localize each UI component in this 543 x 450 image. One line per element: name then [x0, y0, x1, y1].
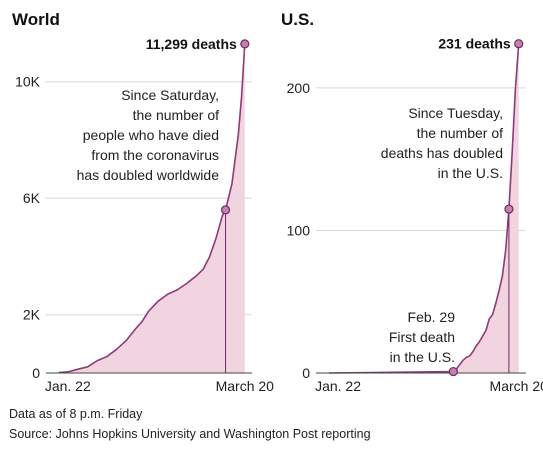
- annotation-line: from the coronavirus: [91, 147, 219, 163]
- annotation-line: people who have died: [83, 127, 219, 143]
- annotation-line: the number of: [417, 125, 503, 141]
- y-tick-label: 0: [32, 365, 40, 381]
- data-marker: [448, 366, 458, 377]
- charts-figure: World 0 2K 6K 10K Jan. 22 March 20 11,299 death…: [12, 10, 543, 394]
- data-marker: [220, 205, 231, 215]
- series-line: [329, 43, 520, 374]
- data-marker: [240, 39, 250, 49]
- chart-panel-world: World 0 2K 6K 10K Jan. 22 March 20 11,299 death…: [12, 10, 274, 394]
- y-tick-label: 10K: [15, 74, 41, 90]
- y-tick-label: 2K: [23, 307, 41, 323]
- value-label: 11,299 deaths: [146, 36, 237, 52]
- annotation-line: the number of: [133, 107, 219, 123]
- footnotes: Data as of 8 p.m. Friday Source: Johns H…: [9, 404, 371, 444]
- y-tick-label: 200: [287, 80, 311, 96]
- x-tick-label: March 20: [490, 378, 543, 394]
- x-tick-label: Jan. 22: [315, 378, 361, 394]
- area-fill: [58, 43, 245, 374]
- annotation-line: has doubled worldwide: [77, 167, 220, 183]
- value-label: 231 deaths: [438, 36, 511, 52]
- y-tick-label: 0: [302, 365, 310, 381]
- source-note: Source: Johns Hopkins University and Was…: [9, 427, 371, 441]
- chart-title: U.S.: [281, 10, 314, 29]
- area-fill: [329, 43, 519, 373]
- data-as-of-note: Data as of 8 p.m. Friday: [9, 407, 143, 421]
- annotation-first-death-line: Feb. 29: [408, 309, 456, 325]
- chart-title: World: [12, 10, 60, 29]
- y-tick-label: 6K: [23, 190, 41, 206]
- x-tick-label: March 20: [216, 378, 275, 394]
- annotation-line: in the U.S.: [438, 165, 503, 181]
- annotation-line: Since Tuesday,: [408, 105, 503, 121]
- annotation-first-death-line: in the U.S.: [390, 349, 455, 365]
- chart-panel-us: U.S. 0 100 200 Jan. 22 March 20 231 deaths Sinc…: [281, 10, 543, 394]
- annotation-line: deaths has doubled: [381, 145, 503, 161]
- y-tick-label: 100: [287, 222, 311, 238]
- annotation-line: Since Saturday,: [121, 87, 219, 103]
- annotation-first-death-line: First death: [389, 329, 455, 345]
- x-tick-label: Jan. 22: [45, 378, 91, 394]
- data-marker: [514, 39, 524, 49]
- data-marker: [504, 204, 514, 214]
